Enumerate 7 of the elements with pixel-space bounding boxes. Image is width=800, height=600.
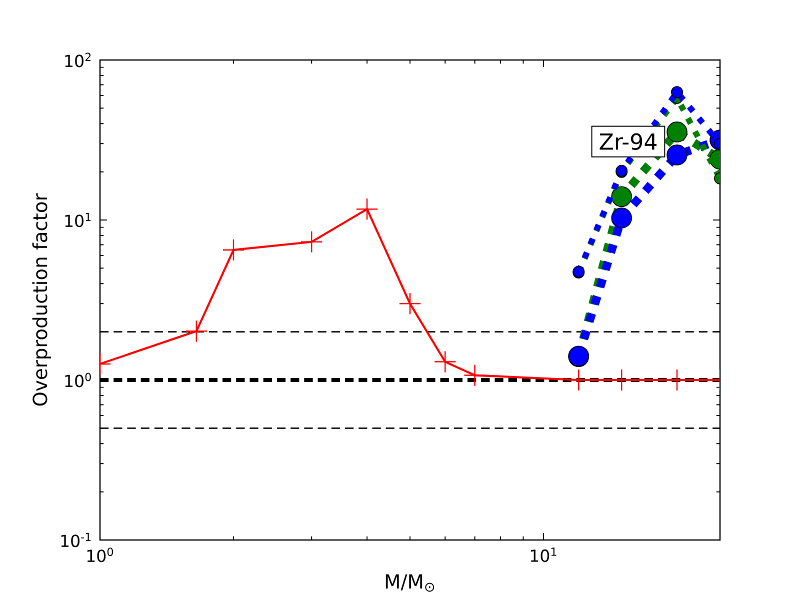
y-tick-label: 10$^{1}$ — [65, 212, 91, 228]
y-axis-title: Overproduction factor — [32, 193, 52, 406]
y-tick-label: 10$^{0}$ — [65, 372, 91, 388]
annotation: Zr-94 — [600, 133, 657, 150]
y-tick-label: 10$^{2}$ — [65, 52, 91, 68]
x-axis-title: M/M$_{⊙}$ — [386, 574, 434, 592]
y-tick-label: 10$^{-1}$ — [61, 532, 91, 548]
